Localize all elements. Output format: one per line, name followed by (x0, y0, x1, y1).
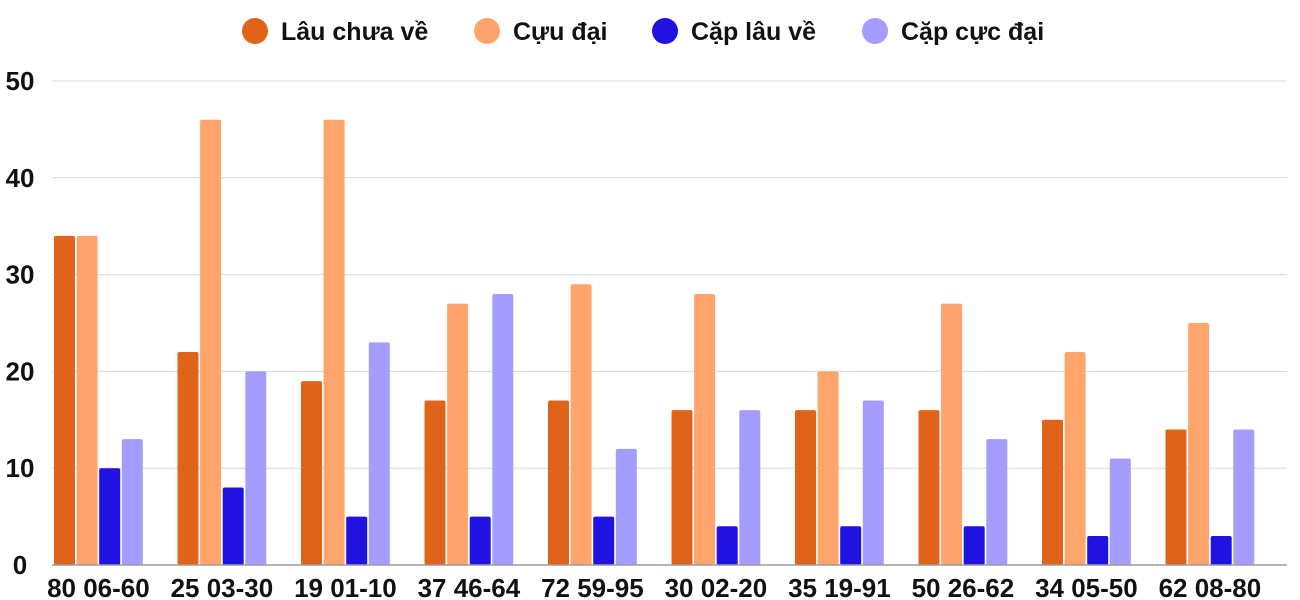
bar (862, 400, 884, 565)
bar (1233, 429, 1255, 565)
bar (368, 342, 390, 565)
bar (1042, 419, 1063, 565)
x-tick-label: 50 26-62 (912, 573, 1015, 600)
y-tick-label: 50 (6, 66, 35, 96)
bar (346, 516, 368, 565)
bar (1210, 535, 1232, 565)
bar (671, 410, 693, 565)
bar-group (177, 119, 267, 565)
x-axis: 80 06-60 25 03-30 19 01-10 37 46-64 72 59-95… (47, 564, 1287, 600)
bar (615, 448, 637, 565)
legend-marker (862, 18, 888, 44)
x-tick-label: 35 19-91 (788, 573, 891, 600)
bar (121, 439, 143, 565)
x-tick-label: 25 03-30 (171, 573, 274, 600)
bar (694, 293, 716, 565)
bar (1165, 429, 1187, 565)
bar (548, 400, 569, 565)
bar (1087, 535, 1109, 565)
bar-group (548, 284, 637, 565)
legend-marker (242, 18, 268, 44)
bar (99, 468, 121, 565)
bar (492, 293, 514, 565)
y-tick-label: 40 (6, 163, 35, 193)
bar (424, 400, 446, 565)
y-tick-label: 10 (6, 453, 35, 483)
bar-group (1165, 323, 1255, 565)
legend-label: Cặp cực đại (901, 18, 1044, 46)
bar (795, 410, 816, 565)
bar-group (1042, 352, 1131, 565)
legend-label: Cựu đại (513, 18, 608, 46)
bar (245, 371, 267, 565)
x-tick-label: 34 05-50 (1035, 573, 1138, 600)
chart-legend: Lâu chưa về Cựu đại Cặp lâu về Cặp cực đại (242, 18, 1044, 46)
y-axis: 0 10 20 30 40 50 (6, 66, 35, 580)
legend-label: Lâu chưa về (281, 18, 428, 46)
bar (570, 284, 592, 565)
y-tick-label: 20 (6, 356, 35, 386)
bar-group (424, 293, 514, 565)
bar (593, 516, 615, 565)
bar (1109, 458, 1131, 565)
legend-marker (652, 18, 678, 44)
bar (986, 439, 1008, 565)
x-tick-label: 72 59-95 (541, 573, 644, 600)
legend-marker (474, 18, 500, 44)
bar (817, 371, 839, 565)
bar (716, 526, 738, 565)
x-tick-label: 37 46-64 (418, 573, 521, 600)
bar (177, 352, 199, 565)
bar (76, 235, 98, 565)
bar-group (671, 293, 761, 565)
bar-group (795, 371, 884, 565)
bar (918, 410, 940, 565)
y-tick-label: 30 (6, 260, 35, 290)
bar (54, 235, 75, 565)
bar (469, 516, 491, 565)
y-tick-label: 0 (13, 550, 27, 580)
bar (963, 526, 985, 565)
bar (222, 487, 244, 565)
bar (1188, 323, 1210, 565)
x-tick-label: 19 01-10 (294, 573, 397, 600)
x-tick-label: 62 08-80 (1159, 573, 1262, 600)
bar (323, 119, 345, 565)
legend-item: Cựu đại (474, 18, 608, 46)
bar (447, 303, 469, 565)
bar (301, 381, 322, 565)
grid-lines (52, 80, 1287, 469)
x-tick-label: 30 02-20 (665, 573, 768, 600)
legend-item: Cặp lâu về (652, 18, 816, 46)
bar (200, 119, 222, 565)
bar (840, 526, 862, 565)
legend-item: Cặp cực đại (862, 18, 1044, 46)
bar-group (54, 235, 143, 565)
legend-item: Lâu chưa về (242, 18, 428, 46)
legend-label: Cặp lâu về (691, 18, 816, 46)
bars (54, 119, 1255, 565)
bar (941, 303, 963, 565)
x-tick-label: 80 06-60 (47, 573, 150, 600)
bar-group (301, 119, 390, 565)
bar-group (918, 303, 1008, 565)
bar (1064, 352, 1086, 565)
bar (739, 410, 761, 565)
